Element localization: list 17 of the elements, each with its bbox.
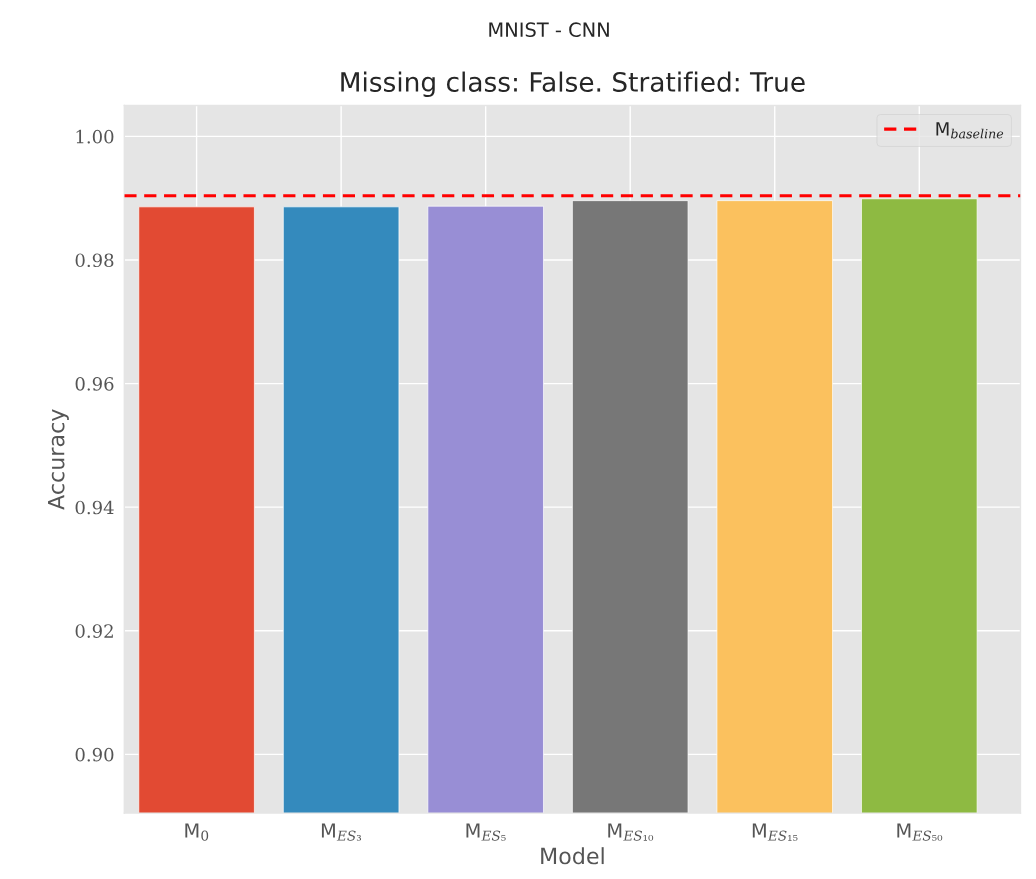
chart-subtitle: Missing class: False. Stratified: True [341,71,805,98]
x-tick-label: M$_{ES₁₀}$ [608,823,654,841]
y-tick-label: 0.98 [75,253,114,268]
legend-label: M$_{baseline}$ [936,122,1004,139]
y-axis-title: Accuracy [48,409,69,510]
x-tick-label: M$_{0}$ [185,823,209,841]
chart-title: MNIST - CNN [489,22,609,38]
x-tick-label: M$_{ES₅}$ [466,823,506,841]
x-tick-label: M$_{ES₁₅}$ [752,823,798,841]
x-tick-label: M$_{ES₃}$ [321,823,362,841]
y-tick-label: 0.96 [75,377,114,391]
y-tick-label: 0.94 [75,500,114,515]
x-axis-title: Model [541,847,604,865]
y-tick-label: 1.00 [76,129,114,144]
y-tick-label: 0.92 [75,624,113,638]
y-tick-label: 0.90 [75,747,114,762]
x-tick-label: M$_{ES₅₀}$ [897,823,943,841]
